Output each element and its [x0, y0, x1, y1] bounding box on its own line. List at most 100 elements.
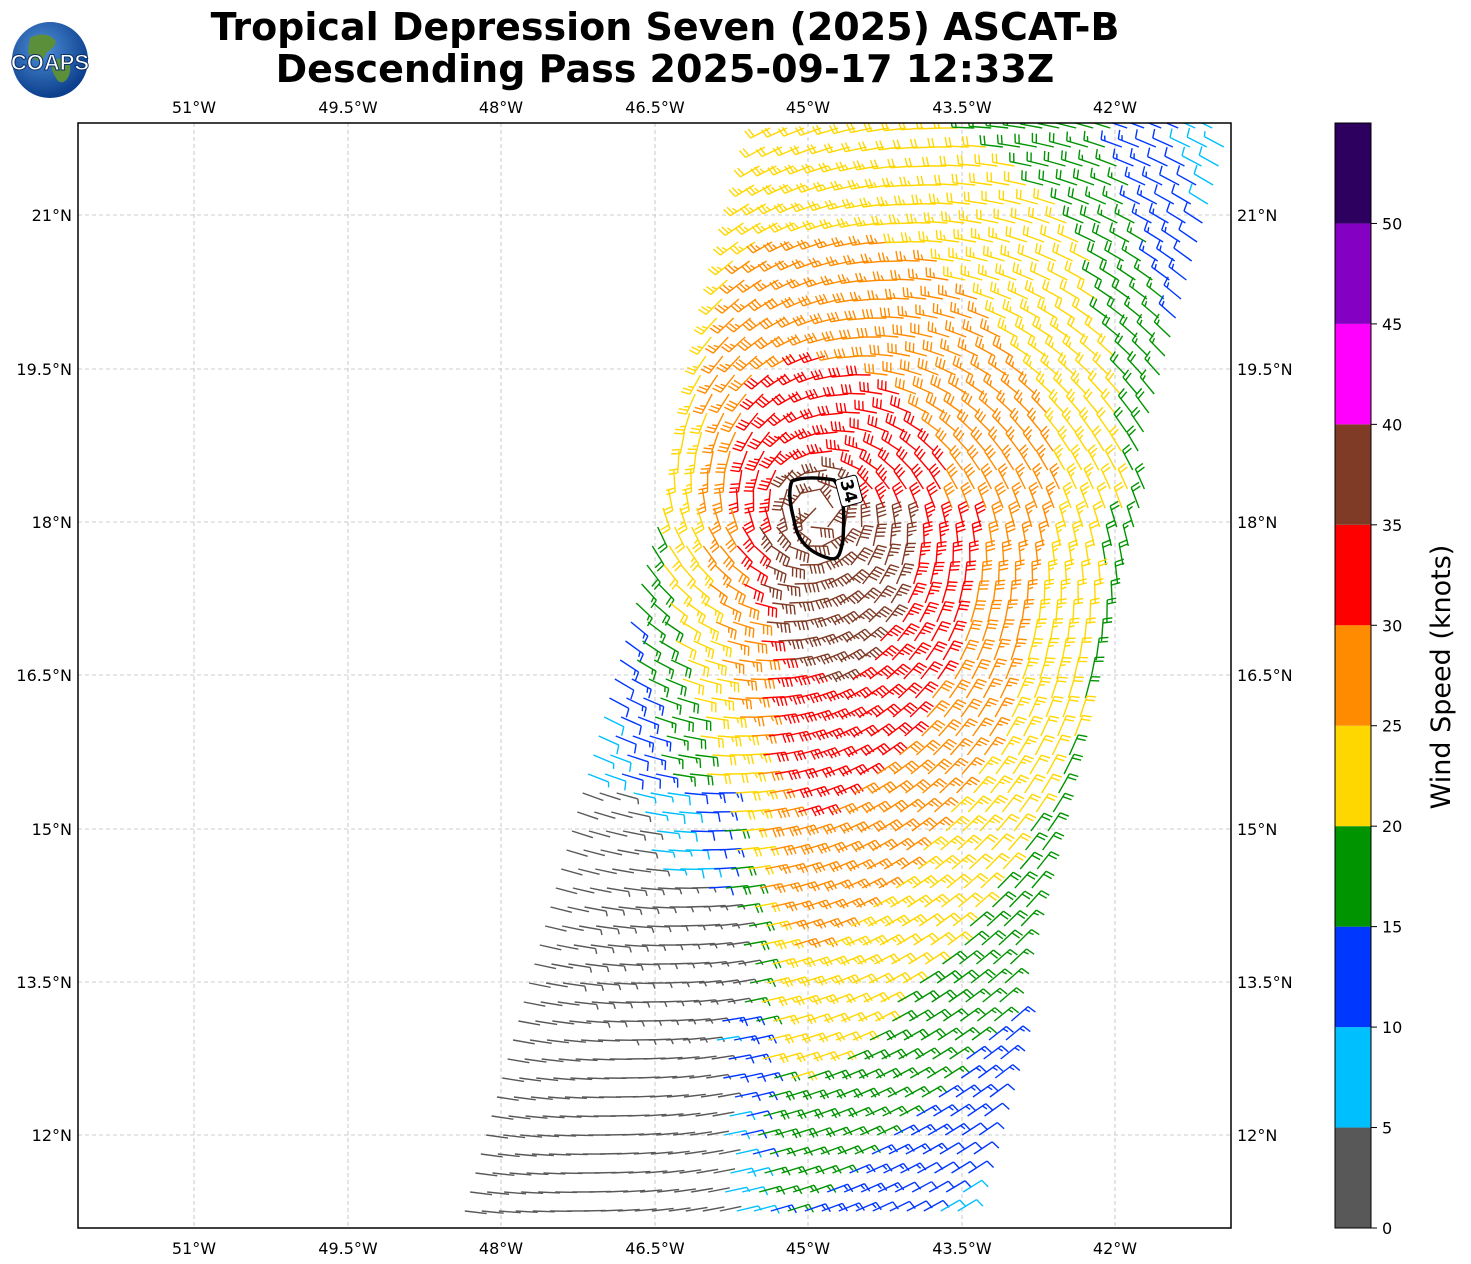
wind-barb [1015, 928, 1040, 946]
wind-barb [1105, 519, 1116, 547]
wind-barb [905, 779, 931, 794]
wind-barb [773, 658, 799, 669]
wind-barb [724, 1129, 751, 1140]
wind-barb [843, 504, 858, 528]
wind-barb [756, 659, 781, 671]
wind-barb [666, 1094, 689, 1098]
wind-barb [948, 247, 971, 262]
wind-barb [953, 969, 980, 984]
wind-barb [817, 471, 839, 490]
wind-barb [585, 963, 610, 973]
wind-barb [980, 872, 1005, 889]
wind-barb [942, 1008, 969, 1022]
wind-barb [853, 216, 880, 227]
wind-barb [1001, 539, 1012, 566]
lat-label-right: 13.5°N [1237, 973, 1293, 992]
wind-barb [1022, 657, 1040, 680]
wind-barb [816, 917, 844, 929]
wind-barb [1049, 315, 1069, 338]
wind-barb [617, 849, 640, 855]
wind-barb [1055, 168, 1078, 186]
wind-barb [947, 373, 968, 395]
wind-barb [1014, 133, 1037, 148]
wind-barb [744, 640, 768, 654]
wind-barb [686, 431, 703, 455]
wind-barb [792, 507, 817, 525]
wind-barb [925, 951, 951, 965]
wind-barb [817, 405, 843, 416]
wind-barb [1048, 388, 1065, 414]
wind-barb [1089, 296, 1109, 319]
wind-barb [948, 988, 975, 1003]
wind-barb [814, 747, 841, 759]
wind-barb [1018, 444, 1032, 471]
wind-barb [770, 844, 797, 856]
wind-barb [832, 1164, 859, 1174]
wind-barb [1092, 351, 1110, 376]
wind-barb [548, 1153, 571, 1156]
wind-barb [782, 564, 806, 580]
wind-barb [1081, 259, 1102, 281]
wind-barb [496, 1096, 519, 1102]
wind-barb [1109, 222, 1130, 243]
wind-barb [662, 1169, 685, 1174]
wind-barb [464, 1210, 487, 1215]
wind-barb [929, 874, 955, 889]
wind-barb [1009, 152, 1032, 167]
wind-barb [1000, 1044, 1026, 1060]
wind-barb [842, 1068, 869, 1080]
wind-barb [972, 282, 995, 300]
title-line-2: Descending Pass 2025-09-17 12:33Z [275, 47, 1055, 91]
wind-barb [903, 662, 928, 680]
wind-barb [742, 883, 769, 895]
wind-barb [931, 680, 955, 699]
wind-barb [796, 692, 823, 704]
wind-barb [667, 792, 691, 806]
wind-barb [760, 583, 783, 601]
wind-barb [971, 658, 992, 680]
wind-barb [680, 564, 697, 590]
wind-barb [498, 1210, 521, 1214]
wind-barb [914, 681, 939, 699]
wind-barb [660, 1056, 683, 1060]
wind-barb [1009, 890, 1034, 908]
wind-barb [799, 408, 827, 420]
wind-barb [1087, 369, 1104, 395]
wind-barb [963, 463, 976, 490]
wind-barb [855, 1201, 882, 1212]
wind-barb [598, 735, 620, 755]
wind-barb [1007, 774, 1030, 794]
wind-barb [863, 123, 890, 133]
wind-barb [818, 670, 846, 683]
wind-barb [804, 332, 831, 344]
wind-barb [720, 903, 746, 910]
wind-barb [852, 1030, 880, 1041]
wind-barb [613, 925, 638, 934]
wind-barb [1075, 500, 1086, 528]
wind-barb [683, 735, 707, 750]
wind-barb [650, 792, 675, 803]
lat-label-left: 21°N [32, 206, 72, 225]
wind-barb [649, 1094, 672, 1098]
wind-barb [1182, 123, 1196, 129]
wind-barb [963, 191, 987, 205]
wind-barb [881, 741, 908, 756]
wind-barb [803, 276, 830, 288]
lat-label-left: 13.5°N [16, 973, 72, 992]
wind-barb [924, 893, 950, 908]
wind-barb [639, 830, 664, 840]
wind-barb [1012, 262, 1034, 281]
wind-barb [1073, 656, 1089, 680]
wind-barb [702, 279, 728, 296]
wind-barb [767, 677, 793, 688]
wind-barb [712, 1111, 735, 1117]
wind-barb [1084, 186, 1107, 205]
colorbar-tick-label: 10 [1382, 1018, 1402, 1037]
wind-barb [956, 1141, 983, 1155]
wind-barb [995, 755, 1018, 775]
wind-barb [1042, 831, 1065, 851]
wind-barb [978, 1121, 1005, 1136]
wind-barb [737, 336, 763, 352]
wind-barb [856, 587, 882, 604]
wind-barb [1178, 220, 1198, 243]
